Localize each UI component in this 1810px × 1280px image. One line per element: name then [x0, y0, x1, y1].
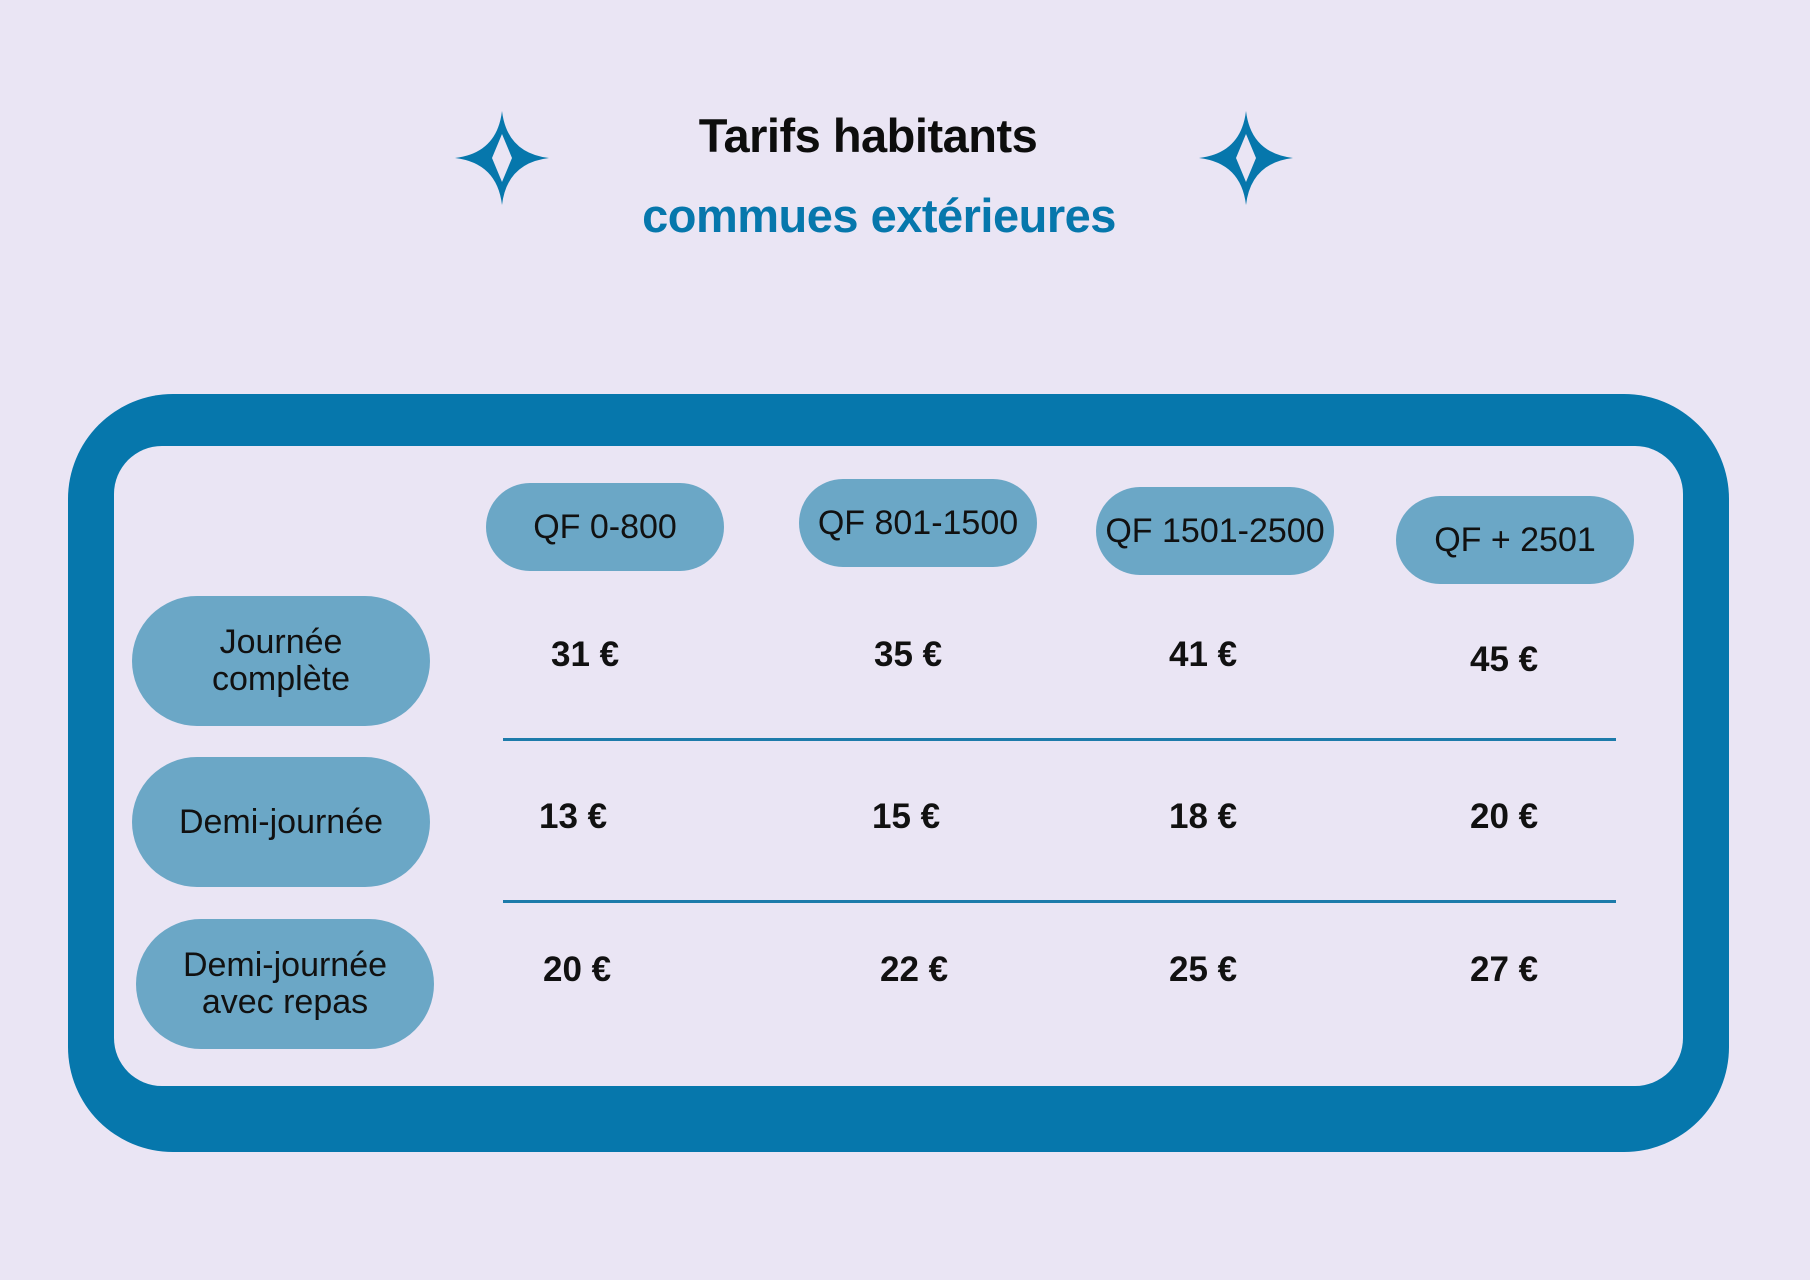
- price-cell: 41 €: [1169, 635, 1238, 674]
- price-cell: 27 €: [1470, 950, 1539, 989]
- price-cell: 20 €: [1470, 797, 1539, 836]
- column-header-qf-1501-2500: QF 1501-2500: [1096, 487, 1334, 575]
- four-point-star-icon: [1199, 111, 1293, 205]
- price-cell: 13 €: [539, 797, 608, 836]
- price-cell: 15 €: [872, 797, 941, 836]
- price-cell: 18 €: [1169, 797, 1238, 836]
- price-cell: 25 €: [1169, 950, 1238, 989]
- price-cell: 45 €: [1470, 640, 1539, 679]
- column-header-qf-2501-plus: QF + 2501: [1396, 496, 1634, 584]
- price-cell: 20 €: [543, 950, 612, 989]
- four-point-star-icon: [455, 111, 549, 205]
- column-header-qf-801-1500: QF 801-1500: [799, 479, 1037, 567]
- row-label-journee-complete: Journée complète: [132, 596, 430, 726]
- price-cell: 22 €: [880, 950, 949, 989]
- row-label-demi-journee: Demi-journée: [132, 757, 430, 887]
- row-label-demi-journee-avec-repas: Demi-journée avec repas: [136, 919, 434, 1049]
- row-divider: [503, 738, 1616, 741]
- price-cell: 35 €: [874, 635, 943, 674]
- page-title: Tarifs habitants: [698, 109, 1038, 162]
- column-header-qf-0-800: QF 0-800: [486, 483, 724, 571]
- page-subtitle: commues extérieures: [642, 189, 1116, 242]
- row-divider: [503, 900, 1616, 903]
- price-cell: 31 €: [551, 635, 620, 674]
